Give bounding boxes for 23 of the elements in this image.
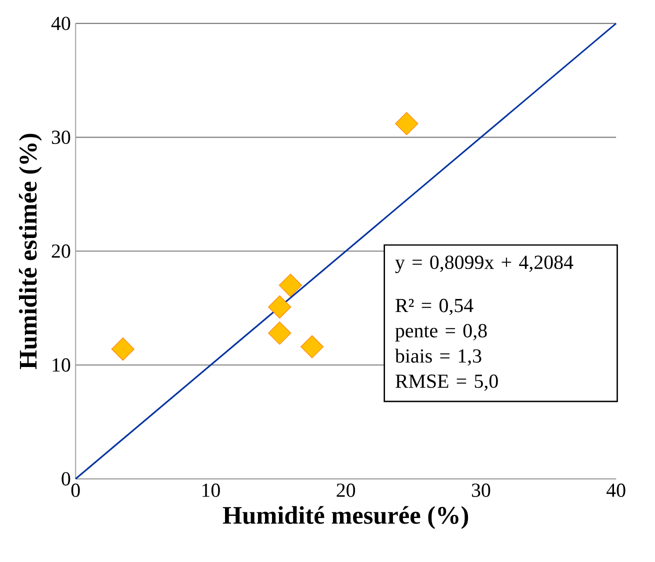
point (111, 338, 134, 361)
annotation: biais = 1,3 (394, 348, 482, 366)
point (278, 274, 302, 297)
x-tick-label: 40 (606, 484, 626, 497)
y-tick-label: 30 (52, 130, 70, 144)
point (300, 335, 324, 358)
x-axis-title: Humidité mesurée (%) (222, 506, 468, 530)
y-tick-label: 20 (52, 244, 70, 258)
point (395, 112, 418, 136)
y-tick-label: 0 (62, 472, 70, 486)
y-tick-label: 10 (52, 358, 70, 372)
x-tick-label: 10 (202, 484, 220, 497)
point (268, 322, 292, 345)
x-tick-label: 0 (71, 484, 80, 497)
y-axis-title: Humidité estimée (%) (18, 134, 42, 370)
annotation: pente = 0,8 (395, 324, 487, 342)
annotation: R² = 0,54 (396, 298, 474, 316)
y-tick-label: 40 (51, 16, 70, 30)
annotation: y = 0,8099x + 4,2084 (395, 256, 574, 274)
point (268, 295, 292, 318)
annotation: RMSE = 5,0 (396, 374, 498, 391)
x-tick-label: 20 (336, 484, 356, 497)
x-tick-label: 30 (472, 484, 490, 497)
